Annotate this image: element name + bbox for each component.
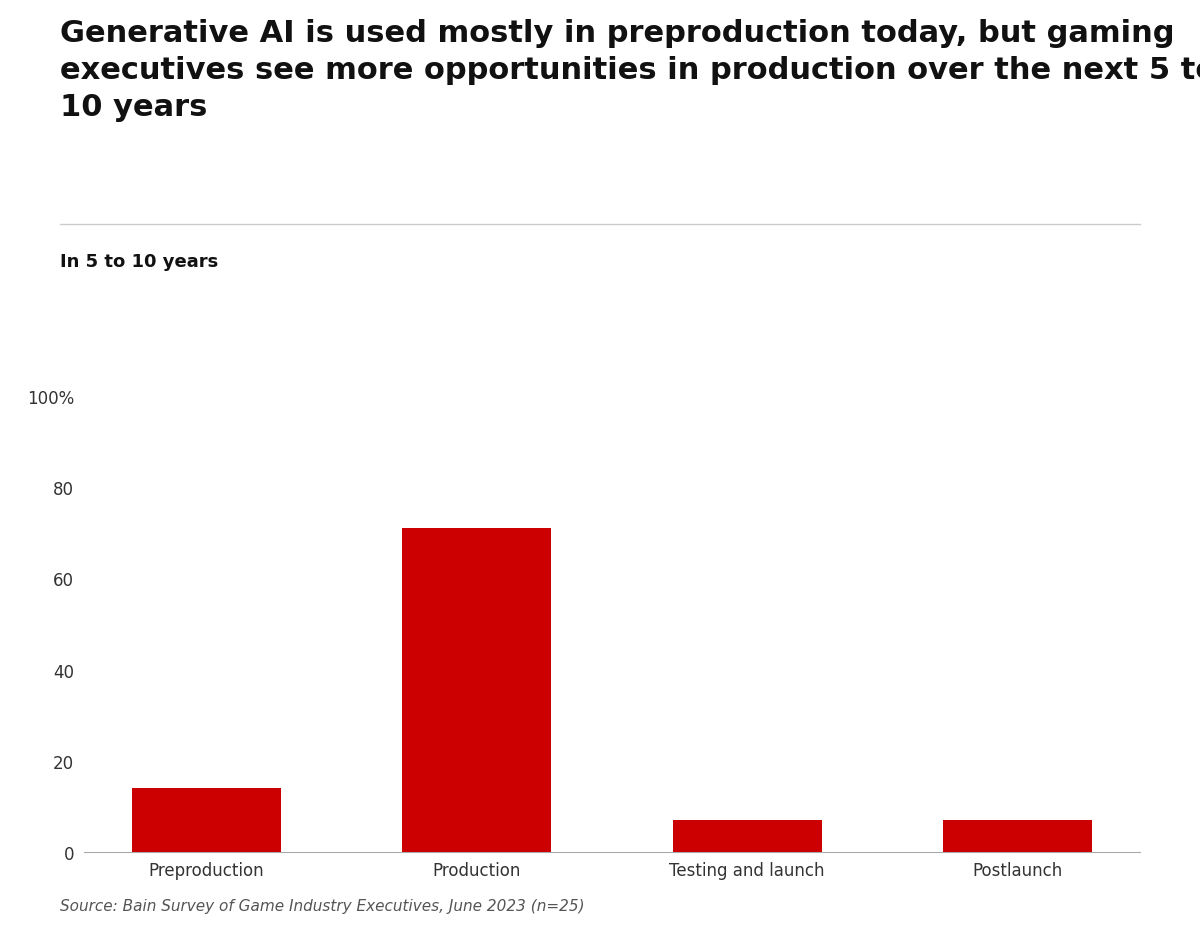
- Bar: [943, 820, 1092, 852]
- Text: Generative AI is used mostly in preproduction today, but gaming
executives see m: Generative AI is used mostly in preprodu…: [60, 19, 1200, 122]
- Text: In 5 to 10 years: In 5 to 10 years: [60, 253, 218, 271]
- Bar: [402, 529, 551, 852]
- Text: Source: Bain Survey of Game Industry Executives, June 2023 (n=25): Source: Bain Survey of Game Industry Exe…: [60, 898, 584, 913]
- Bar: [673, 820, 822, 852]
- Bar: [132, 788, 281, 852]
